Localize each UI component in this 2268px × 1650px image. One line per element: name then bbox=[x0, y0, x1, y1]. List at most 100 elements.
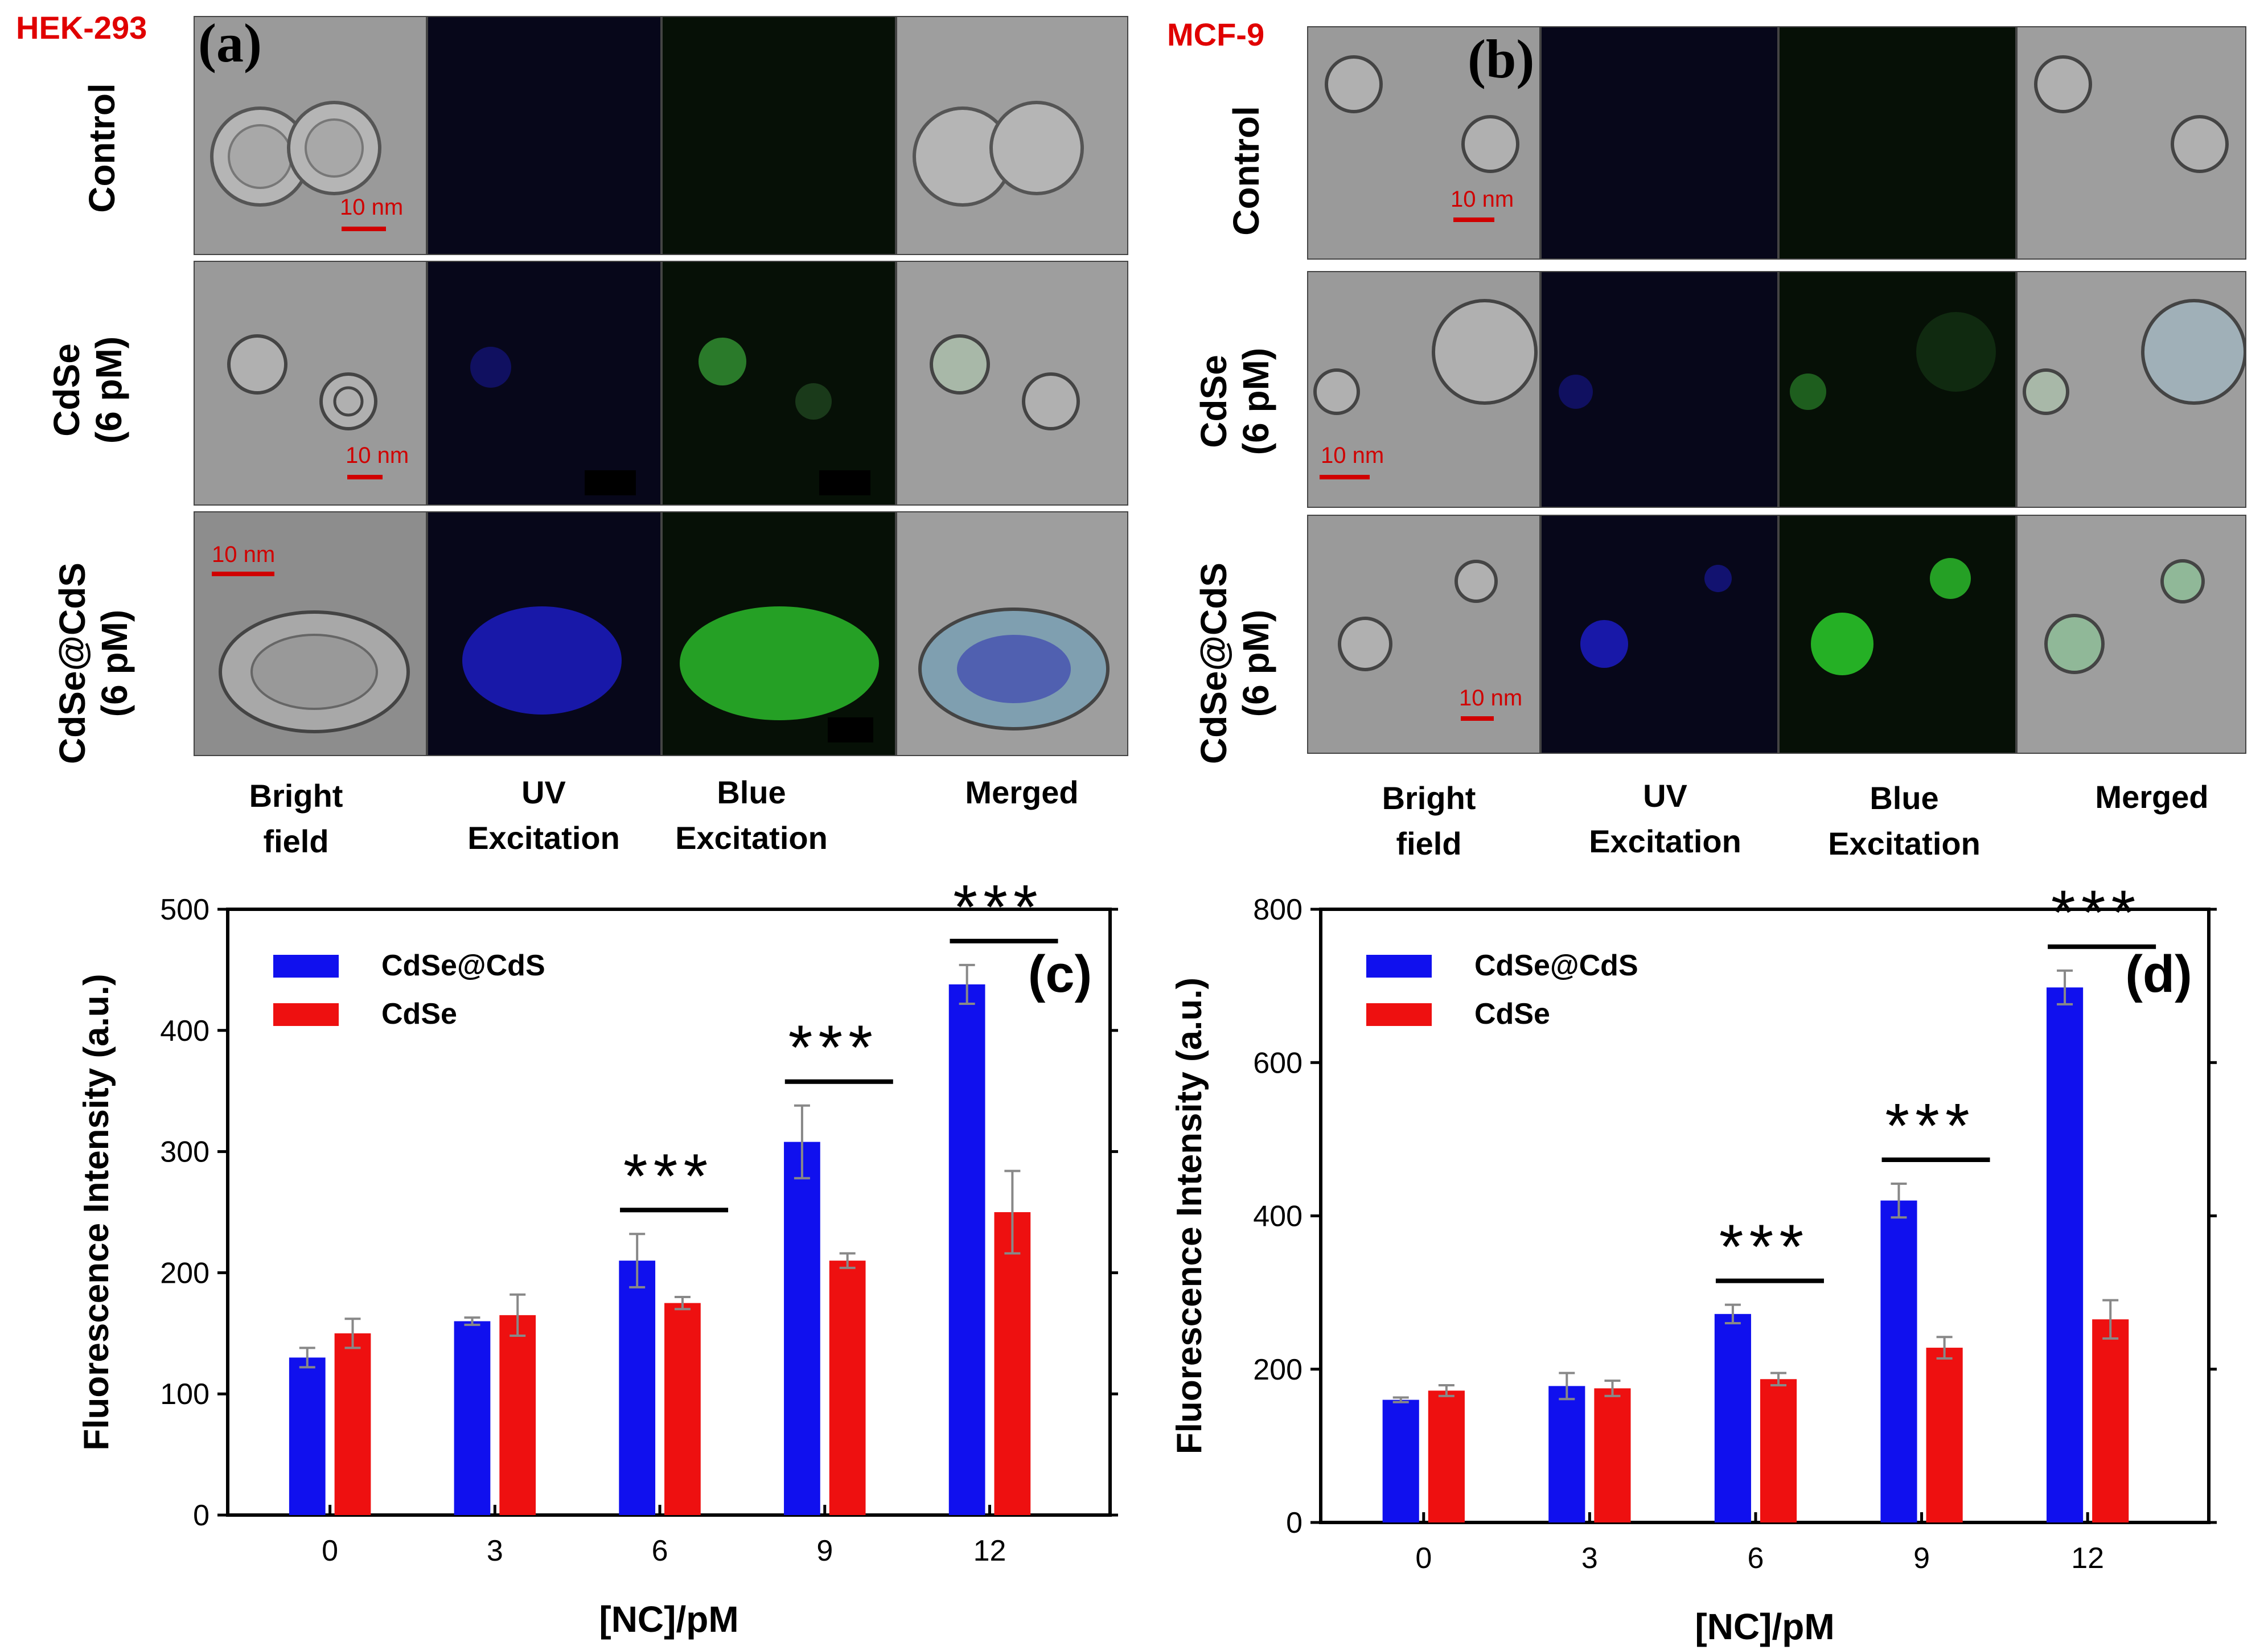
bar-cdse bbox=[664, 1303, 701, 1515]
image-a-cdse-uv bbox=[427, 261, 662, 506]
row-label-cdsecds-b: CdSe@CdS (6 pM) bbox=[1193, 563, 1276, 764]
fluorescence-spot bbox=[1559, 375, 1593, 409]
y-tick-label: 200 bbox=[160, 1257, 209, 1290]
y-tick-label: 400 bbox=[160, 1015, 209, 1048]
cells-graphic bbox=[210, 101, 381, 207]
scale-bar-label: 10 nm bbox=[1451, 187, 1514, 212]
bar-cdse-cds bbox=[948, 984, 985, 1515]
bar-cdse-cds bbox=[1714, 1314, 1751, 1522]
fluorescence-spot bbox=[470, 347, 511, 388]
image-b-cdsecds-bright-field: 10 nm bbox=[1307, 515, 1540, 754]
scale-box bbox=[819, 470, 870, 495]
image-b-control-bright-field: (b) 10 nm bbox=[1307, 26, 1540, 260]
bar-cdse bbox=[334, 1333, 371, 1515]
bar-cdse-cds bbox=[619, 1261, 656, 1515]
x-tick-label: 12 bbox=[2071, 1542, 2104, 1575]
legend-swatch bbox=[273, 1003, 339, 1026]
significance-stars: *** bbox=[788, 1013, 878, 1083]
column-label-bright-field-a: Bright field bbox=[249, 778, 343, 859]
cells-graphic bbox=[227, 334, 377, 430]
x-tick-label: 3 bbox=[487, 1534, 503, 1567]
bar-cdse-cds bbox=[784, 1142, 820, 1515]
bar-cdse bbox=[994, 1212, 1031, 1515]
column-label-merged-b: Merged bbox=[2095, 779, 2209, 815]
bar-cdse bbox=[2092, 1319, 2129, 1522]
column-label-uv-a: UV Excitation bbox=[467, 774, 620, 856]
cells-graphic bbox=[2034, 55, 2229, 173]
x-tick-label: 6 bbox=[1748, 1542, 1764, 1575]
x-tick-label: 12 bbox=[973, 1534, 1006, 1567]
scale-bar-label: 10 nm bbox=[340, 195, 404, 220]
y-tick-label: 0 bbox=[193, 1499, 209, 1532]
image-a-cdsecds-uv bbox=[427, 511, 662, 756]
bar-cdse bbox=[1428, 1390, 1465, 1522]
legend-swatch bbox=[1366, 955, 1432, 978]
significance-stars: *** bbox=[1719, 1212, 1809, 1282]
image-a-control-blue bbox=[662, 16, 896, 255]
scale-bar-label: 10 nm bbox=[1459, 686, 1523, 711]
fluorescence-spot bbox=[680, 606, 879, 720]
legend-label: CdSe@CdS bbox=[1474, 949, 1638, 982]
chart-panel-letter: (c) bbox=[1028, 945, 1092, 1003]
fluorescence-spot bbox=[1580, 565, 1732, 668]
bar-cdse-cds bbox=[2046, 987, 2084, 1522]
image-a-cdsecds-blue bbox=[662, 511, 896, 756]
cell-line-label-b: MCF-9 bbox=[1167, 17, 1265, 52]
x-tick-label: 3 bbox=[1581, 1542, 1598, 1575]
cells-graphic bbox=[930, 334, 1080, 430]
row-label-control-b: Control bbox=[1226, 106, 1267, 236]
image-a-cdse-merged bbox=[896, 261, 1128, 506]
image-b-cdsecds-blue bbox=[1778, 515, 2016, 754]
image-a-control-bright-field: (a) 10 nm bbox=[194, 16, 427, 255]
y-tick-label: 0 bbox=[1286, 1507, 1303, 1540]
bar-cdse-cds bbox=[1880, 1200, 1917, 1522]
bar-cdse-cds bbox=[289, 1357, 326, 1515]
image-b-control-uv bbox=[1540, 26, 1778, 260]
image-b-cdse-bright-field: 10 nm bbox=[1307, 271, 1540, 508]
bar-cdse bbox=[1760, 1379, 1797, 1522]
panel-letter-a: (a) bbox=[198, 16, 262, 73]
cells-graphic bbox=[913, 101, 1084, 207]
scale-bar bbox=[212, 572, 274, 576]
cells-graphic bbox=[2044, 559, 2205, 674]
column-label-merged-a: Merged bbox=[965, 774, 1079, 810]
significance-stars: *** bbox=[1885, 1091, 1975, 1161]
image-a-control-uv bbox=[427, 16, 662, 255]
image-a-cdsecds-merged bbox=[896, 511, 1128, 756]
x-tick-label: 0 bbox=[1415, 1542, 1432, 1575]
legend-label: CdSe@CdS bbox=[381, 949, 545, 982]
column-label-blue-a: Blue Excitation bbox=[675, 774, 828, 856]
row-label-cdsecds-a: CdSe@CdS (6 pM) bbox=[52, 563, 135, 764]
y-tick-label: 300 bbox=[160, 1136, 209, 1169]
chart-c: 0 100 200 300 400 500 0 3 6 9 12 *** *** *** CdSe@CdS C… bbox=[77, 877, 1118, 1640]
y-tick-label: 100 bbox=[160, 1378, 209, 1411]
bar-cdse-cds bbox=[454, 1321, 491, 1515]
image-b-cdse-merged bbox=[2016, 271, 2246, 508]
image-b-cdsecds-uv bbox=[1540, 515, 1778, 754]
cells-graphic bbox=[2023, 299, 2245, 415]
x-tick-label: 9 bbox=[816, 1534, 833, 1567]
scale-bar bbox=[1320, 475, 1370, 479]
significance-stars: *** bbox=[953, 877, 1043, 942]
image-a-cdse-blue bbox=[662, 261, 896, 506]
panel-letter-b: (b) bbox=[1468, 28, 1535, 89]
column-label-blue-b: Blue Excitation bbox=[1828, 780, 1981, 861]
fluorescence-spot bbox=[1811, 558, 1971, 675]
bar-cdse bbox=[499, 1315, 536, 1515]
legend-label: CdSe bbox=[381, 998, 457, 1031]
legend-swatch bbox=[273, 955, 339, 978]
y-tick-label: 400 bbox=[1253, 1200, 1303, 1233]
x-tick-label: 9 bbox=[1913, 1542, 1930, 1575]
chart-d: 0 200 400 600 800 0 3 6 9 12 *** *** *** CdSe@CdS CdSe… bbox=[1170, 878, 2217, 1647]
scale-bar bbox=[342, 227, 386, 231]
image-b-cdse-blue bbox=[1778, 271, 2016, 508]
column-label-bright-field-b: Bright field bbox=[1382, 780, 1476, 861]
cells-graphic bbox=[1338, 560, 1498, 671]
image-b-control-blue bbox=[1778, 26, 2016, 260]
cells-graphic bbox=[1313, 299, 1538, 415]
scale-bar-label: 10 nm bbox=[346, 443, 409, 468]
row-label-cdse-a: CdSe (6 pM) bbox=[46, 336, 129, 444]
significance-stars: *** bbox=[623, 1141, 713, 1211]
scale-bar bbox=[1461, 716, 1494, 721]
scale-box bbox=[828, 717, 873, 742]
